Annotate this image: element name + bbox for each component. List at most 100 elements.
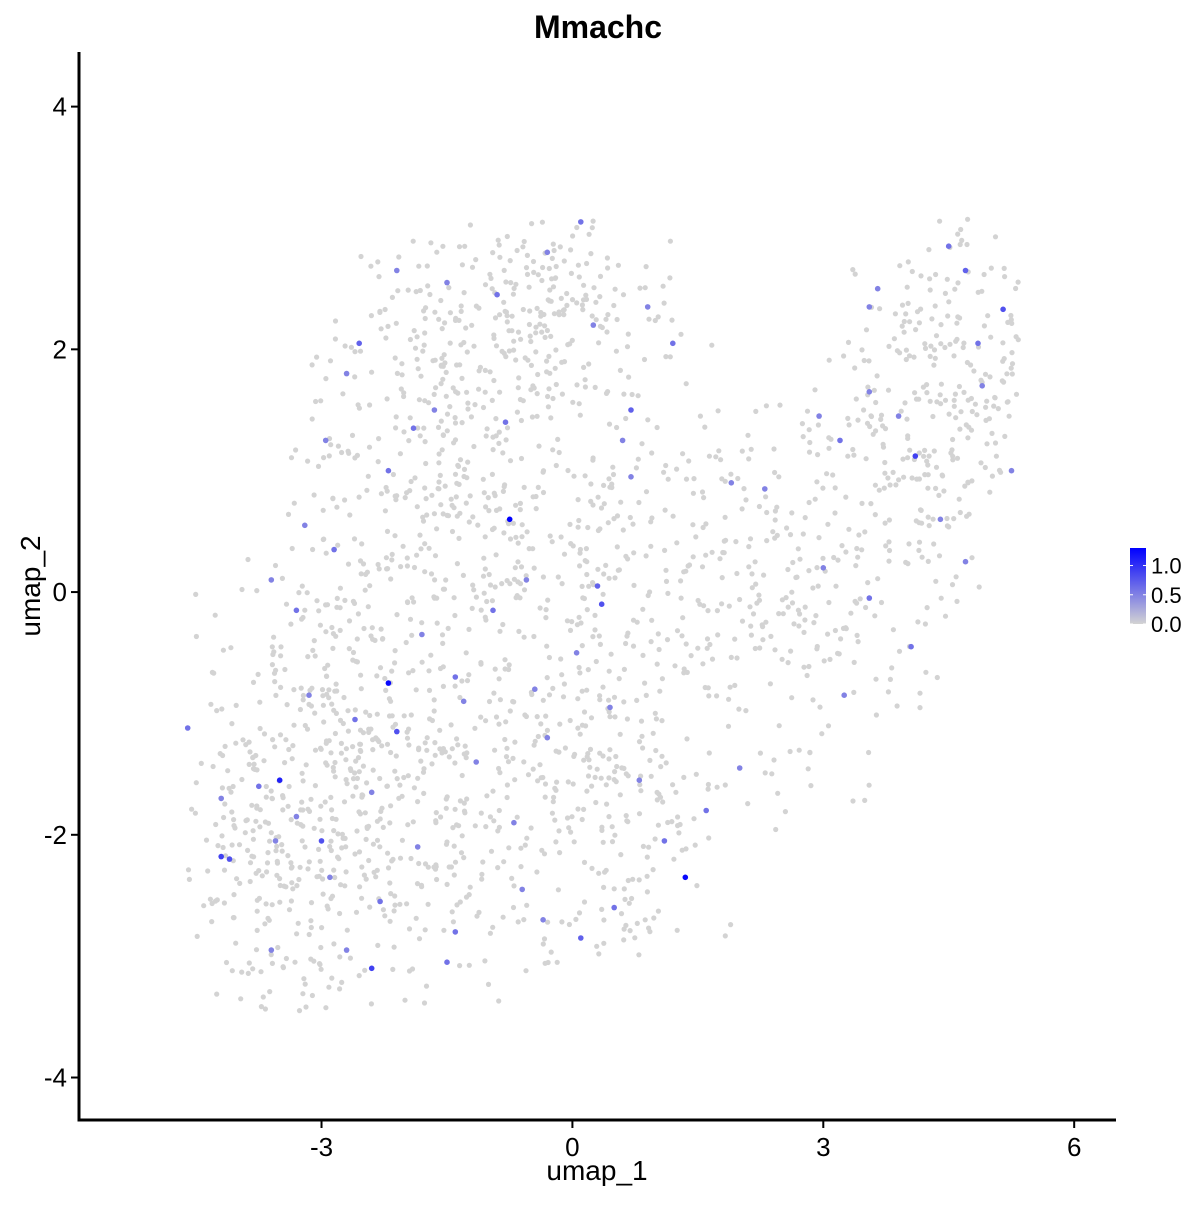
cell-point-5-1 xyxy=(904,284,910,290)
cell-point-6-73 xyxy=(802,617,808,623)
cell-point-0-554 xyxy=(431,864,437,870)
cell-point-5-179 xyxy=(968,395,975,402)
cell-point-5-193 xyxy=(964,513,970,519)
cell-point-1-129 xyxy=(428,240,434,246)
cell-point-0-402 xyxy=(255,671,261,678)
cell-point-2-353 xyxy=(611,777,617,783)
cell-point-1-222 xyxy=(436,460,442,466)
cell-point-1-414 xyxy=(471,343,477,349)
cell-point-7-30 xyxy=(232,825,238,831)
cell-point-3-47 xyxy=(568,270,575,276)
cell-point-5-178 xyxy=(968,362,974,368)
cell-point-7-3 xyxy=(217,751,223,757)
cell-point-4-21 xyxy=(734,655,740,661)
expressing-point-70 xyxy=(895,413,902,419)
cell-point-3-163 xyxy=(476,305,482,311)
cell-point-4-104 xyxy=(699,489,706,495)
cell-point-6-93 xyxy=(720,549,726,556)
cell-point-5-216 xyxy=(902,400,908,406)
cell-point-6-114 xyxy=(810,585,816,591)
cell-point-0-379 xyxy=(323,1005,329,1011)
expressing-point-6 xyxy=(368,965,375,972)
cell-point-0-474 xyxy=(275,944,281,951)
cell-point-2-379 xyxy=(521,634,527,640)
cell-point-2-196 xyxy=(579,583,585,590)
cell-point-5-265 xyxy=(845,415,851,421)
cell-point-3-116 xyxy=(612,286,618,292)
cell-point-1-380 xyxy=(444,512,450,519)
y-tick-label-0: -4 xyxy=(44,1063,67,1093)
cell-point-3-73 xyxy=(589,313,595,319)
cell-point-0-2 xyxy=(421,1000,428,1006)
cell-point-1-356 xyxy=(452,437,459,443)
cell-point-0-395 xyxy=(308,796,314,802)
cell-point-3-64 xyxy=(541,311,547,318)
cell-point-0-43 xyxy=(522,842,528,848)
cell-point-0-223 xyxy=(418,882,425,888)
cell-point-2-116 xyxy=(626,900,632,906)
cell-point-3-115 xyxy=(550,241,556,247)
cell-point-6-108 xyxy=(868,501,874,507)
cell-point-3-39 xyxy=(549,255,555,261)
cell-point-7-70 xyxy=(239,969,245,975)
cell-point-0-151 xyxy=(341,694,347,701)
cell-point-2-37 xyxy=(579,816,585,823)
cell-point-0-461 xyxy=(318,803,324,809)
cell-point-0-429 xyxy=(407,616,414,622)
cell-point-7-64 xyxy=(242,830,248,836)
cell-point-4-161 xyxy=(697,413,704,419)
cell-point-0-526 xyxy=(355,755,362,761)
cell-point-0-533 xyxy=(368,633,374,639)
cell-point-3-166 xyxy=(539,329,545,335)
cell-point-6-67 xyxy=(804,672,810,679)
cell-point-5-164 xyxy=(828,436,834,442)
cell-point-2-162 xyxy=(552,785,558,792)
cell-point-0-422 xyxy=(229,721,235,727)
cell-point-0-476 xyxy=(296,876,302,883)
cell-point-7-40 xyxy=(286,907,293,913)
cell-point-2-4 xyxy=(472,725,478,731)
cell-point-4-60 xyxy=(663,462,669,469)
cell-point-5-277 xyxy=(830,472,836,478)
cell-point-1-218 xyxy=(490,447,496,453)
cell-point-2-148 xyxy=(538,775,544,781)
cell-point-4-38 xyxy=(745,432,751,438)
cell-point-0-217 xyxy=(452,806,458,812)
cell-point-7-24 xyxy=(274,858,280,864)
cell-point-2-299 xyxy=(500,914,506,920)
cell-point-1-102 xyxy=(456,535,462,542)
cell-point-7-41 xyxy=(254,927,260,934)
cell-point-0-14 xyxy=(354,636,360,642)
cell-point-1-16 xyxy=(464,678,471,684)
cell-point-1-326 xyxy=(539,277,545,284)
cell-point-7-47 xyxy=(238,996,244,1002)
cell-point-4-42 xyxy=(753,581,759,587)
cell-point-5-149 xyxy=(878,416,884,422)
cell-point-5-248 xyxy=(931,362,937,368)
cell-point-0-51 xyxy=(300,697,306,703)
cell-point-2-30 xyxy=(600,684,606,690)
cell-point-0-419 xyxy=(374,711,380,717)
cell-point-2-97 xyxy=(680,615,686,621)
cell-point-0-546 xyxy=(278,653,284,659)
cell-point-5-208 xyxy=(937,392,943,398)
cell-point-3-55 xyxy=(501,267,507,273)
cell-point-1-419 xyxy=(540,574,547,580)
cell-point-0-562 xyxy=(254,588,260,594)
cell-point-2-78 xyxy=(528,825,534,831)
cell-point-4-1 xyxy=(654,424,660,431)
cell-point-0-133 xyxy=(352,851,358,857)
cell-point-0-463 xyxy=(422,740,428,746)
cell-point-0-538 xyxy=(343,777,349,783)
cell-point-3-56 xyxy=(617,367,624,373)
cell-point-6-15 xyxy=(890,469,896,475)
cell-point-0-152 xyxy=(327,843,333,850)
cell-point-5-288 xyxy=(929,316,935,322)
cell-point-5-81 xyxy=(1008,365,1014,371)
cell-point-0-159 xyxy=(267,838,273,844)
cell-point-0-309 xyxy=(309,685,315,691)
cell-point-1-148 xyxy=(471,587,477,593)
cell-point-0-234 xyxy=(401,774,407,781)
cell-point-1-188 xyxy=(627,514,633,521)
cell-point-4-33 xyxy=(806,568,812,574)
